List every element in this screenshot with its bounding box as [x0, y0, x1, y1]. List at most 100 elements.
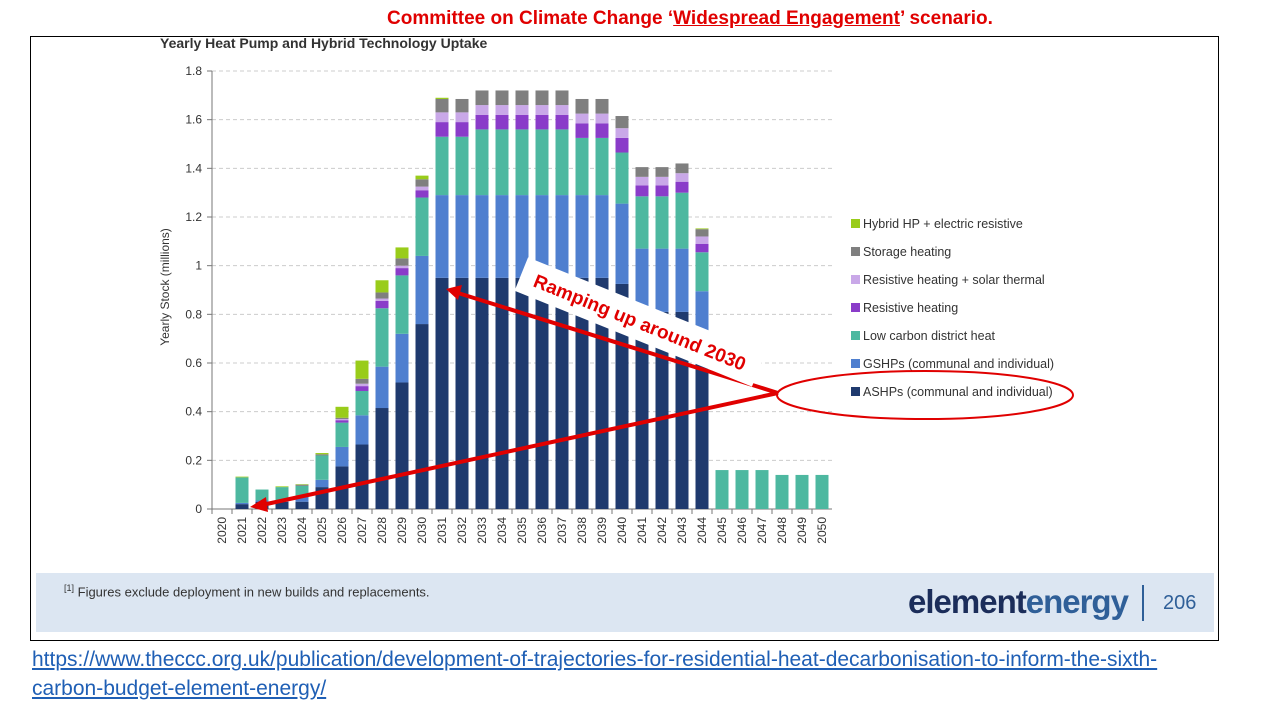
y-tick-label: 1.4: [185, 161, 202, 175]
bar-segment: [275, 487, 289, 501]
legend-label: Hybrid HP + electric resistive: [863, 217, 1023, 231]
x-tick-label: 2035: [515, 517, 529, 544]
bar-segment: [435, 112, 449, 123]
bar-segment: [395, 275, 409, 334]
legend-label: Resistive heating + solar thermal: [863, 273, 1045, 287]
bar-segment: [235, 477, 249, 503]
heading-emphasis: Widespread Engagement: [673, 8, 900, 29]
bar-segment: [675, 181, 689, 193]
bar-segment: [375, 292, 389, 299]
x-tick-label: 2040: [615, 517, 629, 544]
x-tick-label: 2044: [695, 517, 709, 544]
bar-segment: [615, 137, 629, 153]
bar-segment: [555, 114, 569, 130]
bar-segment: [275, 501, 289, 509]
heading-pre: Committee on Climate Change ‘: [387, 8, 674, 29]
legend-swatch: [851, 387, 860, 396]
bar-segment: [335, 446, 349, 467]
bar-segment: [255, 489, 269, 501]
footnote: [1] Figures exclude deployment in new bu…: [64, 583, 430, 599]
bar-segment: [655, 185, 669, 197]
bar-segment: [815, 474, 829, 509]
legend-label: Storage heating: [863, 245, 951, 259]
bar-segment: [415, 175, 429, 180]
bar-segment: [475, 90, 489, 106]
x-tick-label: 2038: [575, 517, 589, 544]
bar-segment: [575, 277, 589, 509]
bar-segment: [695, 243, 709, 253]
y-tick-label: 0.2: [185, 453, 202, 467]
bar-segment: [695, 229, 709, 237]
x-tick-label: 2048: [775, 517, 789, 544]
bar-segment: [755, 470, 769, 509]
bar-segment: [495, 105, 509, 115]
source-link[interactable]: https://www.theccc.org.uk/publication/de…: [32, 648, 1158, 700]
bar-segment: [655, 311, 669, 509]
bar-segment: [635, 311, 649, 509]
x-tick-label: 2022: [255, 517, 269, 544]
bar-segment: [595, 137, 609, 196]
bar-segment: [475, 105, 489, 115]
bar-segment: [395, 382, 409, 509]
bar-segment: [535, 105, 549, 115]
bar-segment: [575, 98, 589, 114]
x-tick-label: 2020: [215, 517, 229, 544]
bar-segment: [315, 454, 329, 456]
bar-segment: [315, 455, 329, 480]
bar-segment: [455, 195, 469, 278]
footer-band: [36, 573, 1214, 632]
legend-label: GSHPs (communal and individual): [863, 357, 1054, 371]
callout-background: [514, 257, 766, 387]
bar-segment: [635, 196, 649, 249]
bar-segment: [595, 98, 609, 114]
bar-segment: [695, 228, 709, 230]
x-tick-label: 2034: [495, 517, 509, 544]
bar-segment: [335, 417, 349, 419]
bar-segment: [655, 196, 669, 249]
legend-swatch: [851, 219, 860, 228]
bar-segment: [675, 173, 689, 182]
x-tick-label: 2047: [755, 517, 769, 544]
bar-segment: [495, 114, 509, 130]
bar-segment: [395, 247, 409, 259]
bar-segment: [635, 167, 649, 177]
footnote-text: Figures exclude deployment in new builds…: [74, 584, 430, 600]
bar-segment: [375, 408, 389, 509]
bar-segment: [335, 418, 349, 421]
bar-segment: [275, 486, 289, 488]
bar-segment: [515, 129, 529, 196]
bar-segment: [535, 114, 549, 130]
heading-post: ’ scenario.: [899, 8, 993, 29]
bar-segment: [355, 383, 369, 387]
legend-swatch: [851, 303, 860, 312]
bar-segment: [455, 98, 469, 113]
bar-segment: [455, 277, 469, 509]
bar-segment: [695, 236, 709, 244]
x-tick-label: 2029: [395, 517, 409, 544]
arrowhead-icon: [446, 285, 462, 300]
bar-segment: [375, 300, 389, 309]
bar-segment: [515, 195, 529, 278]
bar-segment: [555, 195, 569, 278]
x-tick-label: 2041: [635, 517, 649, 544]
x-tick-label: 2031: [435, 517, 449, 544]
legend-label: Resistive heating: [863, 301, 958, 315]
bar-segment: [555, 90, 569, 106]
bar-segment: [235, 476, 249, 478]
bar-segment: [655, 176, 669, 186]
bar-segment: [375, 366, 389, 409]
logo-part-b: energy: [1025, 583, 1129, 620]
logo-part-a: element: [908, 583, 1027, 620]
x-tick-label: 2032: [455, 517, 469, 544]
y-tick-label: 1.6: [185, 113, 202, 127]
bar-segment: [675, 163, 689, 174]
bar-segment: [415, 255, 429, 325]
bar-segment: [715, 470, 729, 509]
bar-segment: [535, 129, 549, 196]
bar-segment: [375, 280, 389, 293]
bar-segment: [475, 114, 489, 130]
bar-segment: [435, 277, 449, 509]
bar-segment: [615, 152, 629, 204]
legend-label: ASHPs (communal and individual): [863, 385, 1053, 399]
bar-segment: [395, 268, 409, 276]
